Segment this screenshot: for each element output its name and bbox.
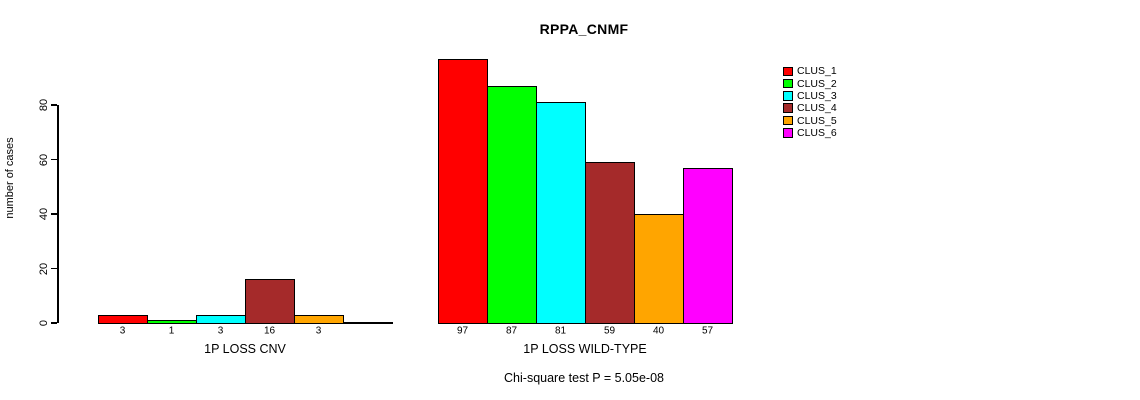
y-axis-tick-label: 60: [38, 153, 50, 166]
legend-label: CLUS_3: [797, 89, 837, 102]
legend-label: CLUS_4: [797, 102, 837, 115]
bar-value-label: 87: [505, 325, 518, 337]
y-axis-tick: [51, 213, 58, 215]
bar-value-label: 97: [456, 325, 469, 337]
y-axis-tick: [51, 104, 58, 106]
bar-clus_3: [196, 314, 246, 324]
bar-clus_4: [245, 279, 295, 324]
bar-clus_3: [536, 102, 586, 324]
y-axis-tick-label: 40: [38, 207, 50, 221]
legend-label: CLUS_5: [797, 114, 837, 127]
bar-clus_5: [294, 314, 344, 324]
bar-value-label: 3: [315, 325, 322, 337]
y-axis-label: number of cases: [4, 137, 16, 219]
y-axis-tick: [51, 322, 58, 324]
bar-value-label: 3: [217, 325, 224, 337]
chart-title: RPPA_CNMF: [539, 21, 629, 37]
group-label: 1P LOSS CNV: [204, 341, 286, 356]
bar-clus_1: [98, 314, 148, 324]
bar-clus_1: [438, 58, 488, 324]
group-label: 1P LOSS WILD-TYPE: [523, 341, 647, 356]
bar-value-label: 57: [701, 325, 714, 337]
bar-clus_2: [487, 85, 537, 324]
legend-swatch: [783, 103, 793, 113]
y-axis-tick-label: 80: [38, 98, 50, 112]
y-axis-line: [57, 105, 59, 323]
bar-value-label: 1: [168, 325, 175, 337]
legend-label: CLUS_6: [797, 126, 837, 139]
bar-clus_6: [683, 167, 733, 324]
bar-value-label: 59: [603, 325, 616, 337]
y-axis-tick: [51, 267, 58, 270]
legend-swatch: [783, 78, 793, 89]
bar-clus_5: [634, 214, 684, 324]
legend-swatch: [783, 128, 793, 138]
bar-clus_4: [585, 162, 635, 324]
bar-value-label: 40: [652, 325, 665, 337]
y-axis-tick: [51, 158, 58, 161]
y-axis-tick-label: 20: [38, 262, 50, 275]
y-axis-tick-label: 0: [38, 319, 50, 327]
legend-swatch: [783, 115, 793, 126]
bar-clus_2: [147, 320, 197, 324]
bar-value-label: 3: [119, 325, 126, 337]
legend-swatch: [783, 91, 793, 101]
legend-label: CLUS_2: [797, 77, 837, 90]
legend-label: CLUS_1: [797, 65, 837, 78]
bar-value-label: 81: [554, 325, 567, 337]
legend-swatch: [783, 66, 793, 76]
chi-square-note: Chi-square test P = 5.05e-08: [504, 371, 664, 385]
bar-value-label: 16: [263, 325, 276, 337]
